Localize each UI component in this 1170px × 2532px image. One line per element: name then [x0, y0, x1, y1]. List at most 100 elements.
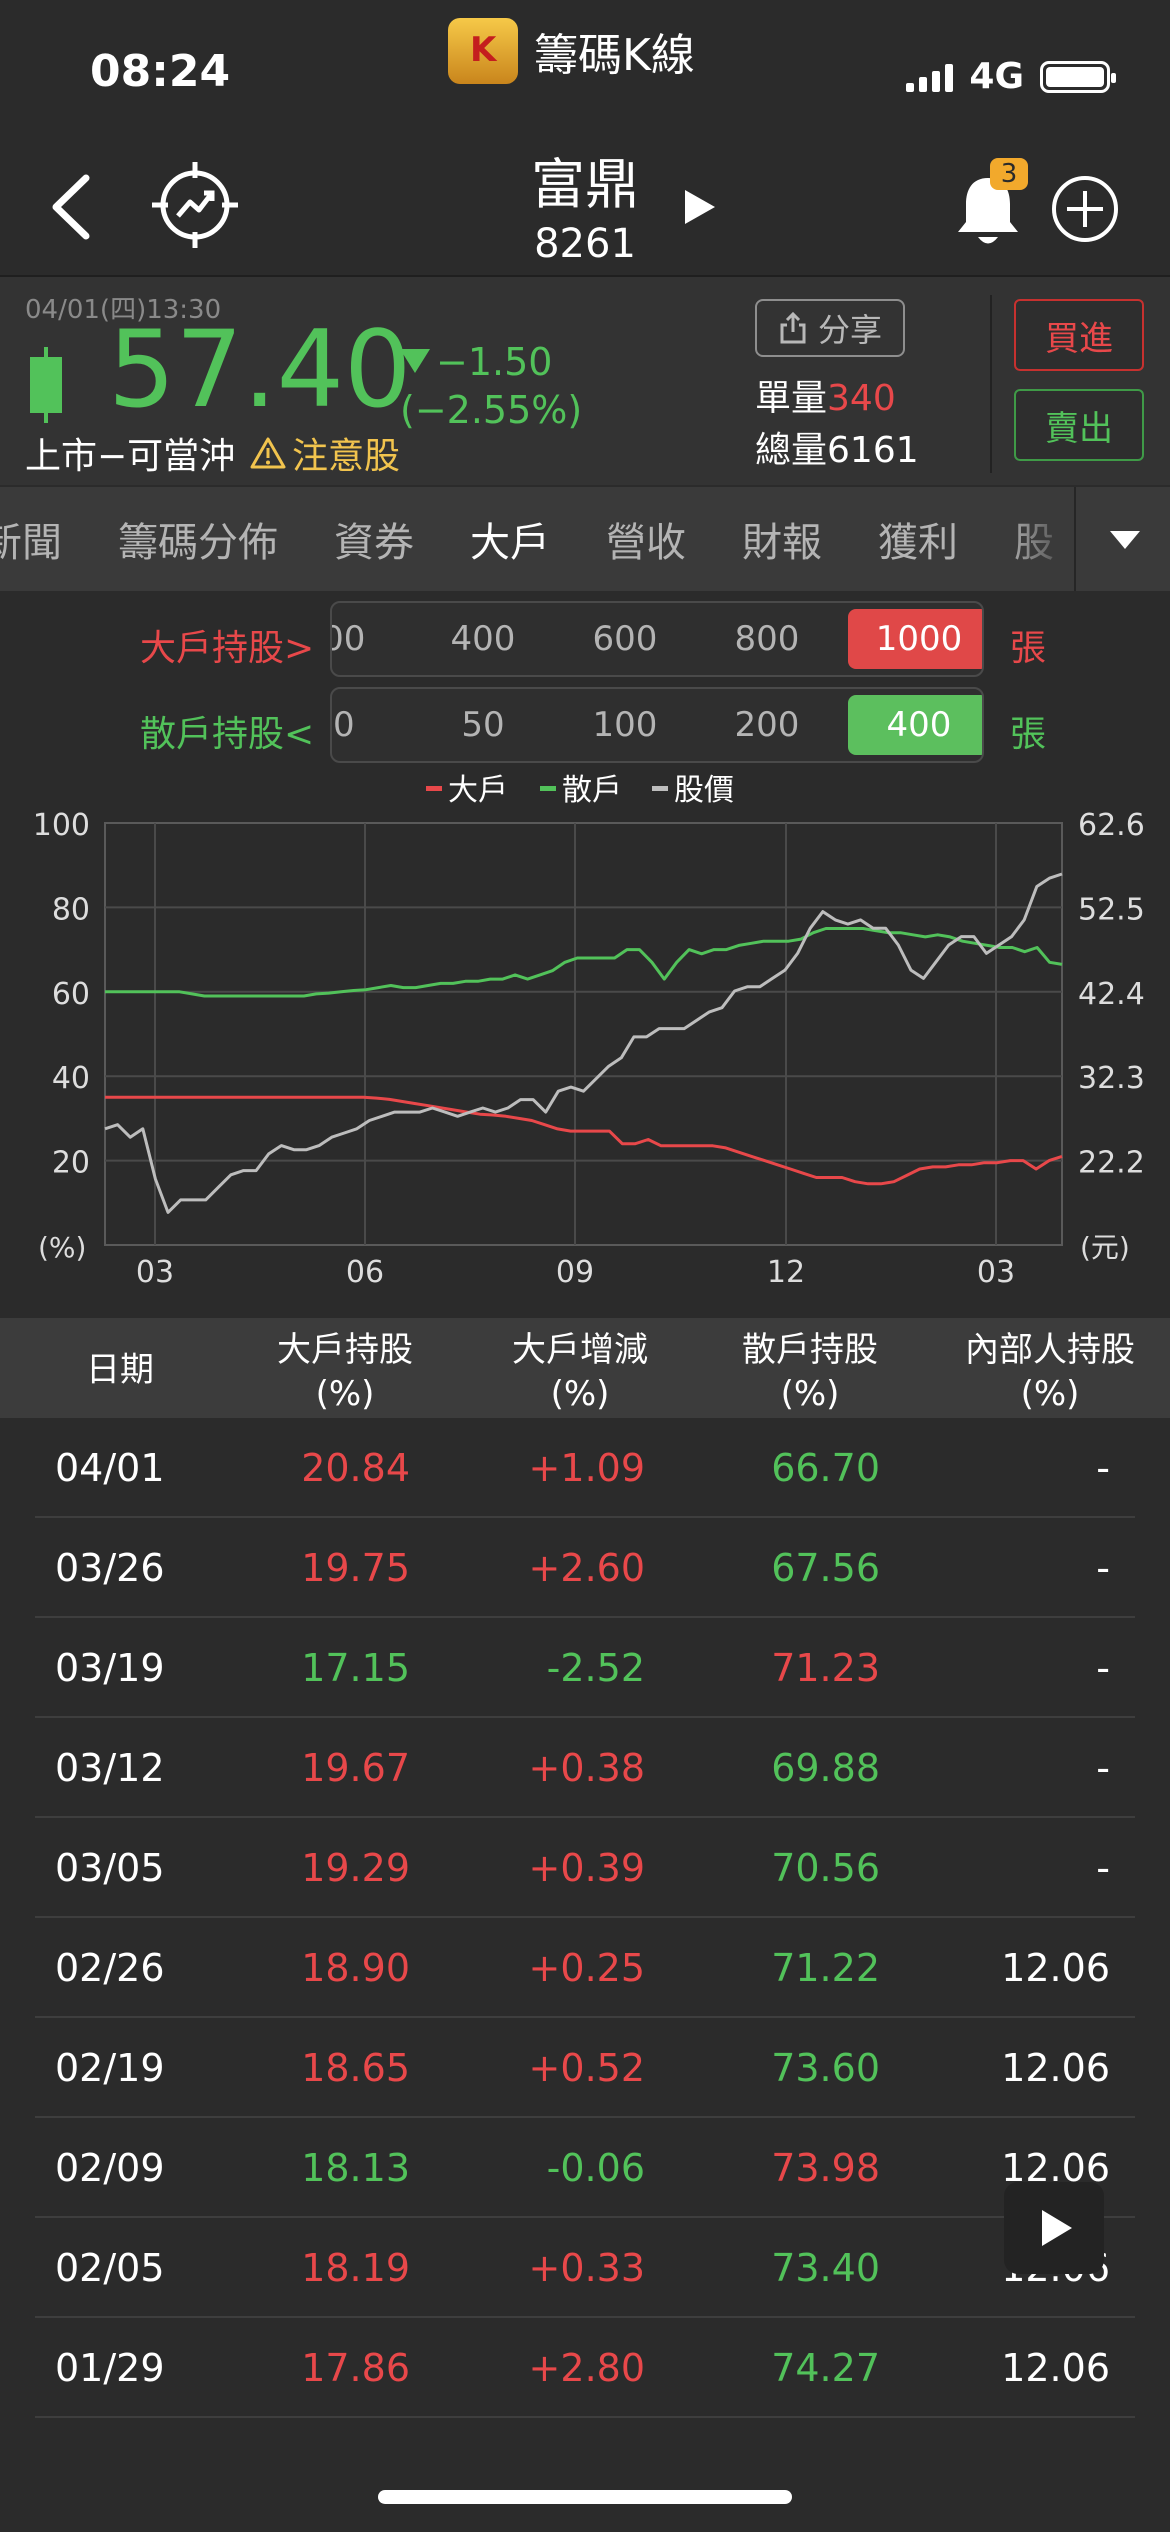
- back-icon[interactable]: [44, 172, 100, 242]
- column-header-title: 內部人持股: [965, 1330, 1135, 1370]
- buy-button[interactable]: 買進: [1014, 299, 1144, 371]
- table-row[interactable]: 03/12 19.67 +0.38 69.88 -: [0, 1718, 1170, 1818]
- cell-retail: 69.88: [771, 1746, 880, 1790]
- cell-retail: 73.60: [771, 2046, 880, 2090]
- y-left-tick-0: 100: [33, 808, 90, 843]
- total-volume-label: 總量: [755, 430, 828, 472]
- major-option-1[interactable]: 400: [450, 619, 516, 659]
- x-tick-1: 06: [346, 1255, 384, 1290]
- tab-0[interactable]: 新聞: [0, 520, 62, 566]
- home-indicator[interactable]: [378, 2490, 792, 2504]
- cell-date: 03/19: [55, 1646, 165, 1690]
- y-right-tick-1: 52.5: [1078, 892, 1145, 927]
- share-label: 分享: [817, 311, 882, 349]
- change-value: −1.50: [436, 340, 553, 384]
- status-app-name: 籌碼K線: [534, 30, 695, 81]
- quote-change: −1.50 (−2.55%): [400, 339, 582, 434]
- chart-target-icon[interactable]: [150, 160, 240, 250]
- table-row[interactable]: 04/01 20.84 +1.09 66.70 -: [0, 1418, 1170, 1518]
- cell-retail: 67.56: [771, 1546, 880, 1590]
- notification-badge: 3: [990, 158, 1028, 190]
- holder-filters: 大戶持股> 200 400 600 800 1000 張 散戶持股< 10 50 100 20…: [0, 591, 1170, 771]
- cell-change: +0.39: [528, 1846, 645, 1890]
- retail-option-2[interactable]: 100: [592, 705, 658, 745]
- major-option-4[interactable]: 1000: [848, 609, 982, 669]
- cell-retail: 70.56: [771, 1846, 880, 1890]
- y-left-tick-1: 80: [52, 892, 90, 927]
- table-row[interactable]: 03/26 19.75 +2.60 67.56 -: [0, 1518, 1170, 1618]
- cell-date: 02/05: [55, 2246, 165, 2290]
- candle-icon: [30, 347, 62, 423]
- y-left-tick-2: 60: [52, 977, 90, 1012]
- cell-change: -2.52: [546, 1646, 645, 1690]
- cell-insider: -: [1096, 1446, 1110, 1490]
- tab-6[interactable]: 獲利: [878, 520, 958, 566]
- table-row[interactable]: 02/26 18.90 +0.25 71.22 12.06: [0, 1918, 1170, 2018]
- table-row[interactable]: 03/19 17.15 -2.52 71.23 -: [0, 1618, 1170, 1718]
- tab-4[interactable]: 營收: [606, 520, 686, 566]
- column-header-0[interactable]: 日期: [40, 1348, 200, 1392]
- y-left-tick-4: 20: [52, 1146, 90, 1181]
- tab-1[interactable]: 籌碼分佈: [118, 520, 278, 566]
- retail-filter-label: 散戶持股<: [140, 714, 315, 755]
- add-icon[interactable]: [1050, 174, 1120, 244]
- column-header-unit: (%): [780, 1374, 840, 1415]
- retail-filter-row: 散戶持股< 10 50 100 200 400 張: [0, 687, 1170, 765]
- table-row[interactable]: 02/09 18.13 -0.06 73.98 12.06: [0, 2118, 1170, 2218]
- sell-button[interactable]: 賣出: [1014, 389, 1144, 461]
- quote-panel: 04/01(四)13:30 57.40 −1.50 (−2.55%) 上市−可當…: [0, 275, 1170, 485]
- column-header-4[interactable]: 內部人持股 (%): [940, 1328, 1160, 1416]
- cell-change: +1.09: [528, 1446, 645, 1490]
- retail-option-0[interactable]: 10: [332, 705, 355, 745]
- y-left-unit: (%): [38, 1231, 86, 1264]
- cell-change: +0.38: [528, 1746, 645, 1790]
- x-tick-2: 09: [556, 1255, 594, 1290]
- legend-swatch-2: [652, 786, 668, 791]
- column-header-3[interactable]: 散戶持股 (%): [710, 1328, 910, 1416]
- holdings-chart[interactable]: 100 80 60 40 20 (%) 62.6 52.5 42.4 32.3 22.2 (元) 03 0…: [0, 770, 1170, 1310]
- tabs-more-icon[interactable]: [1074, 487, 1170, 591]
- x-tick-0: 03: [136, 1255, 174, 1290]
- retail-option-3[interactable]: 200: [734, 705, 800, 745]
- column-header-unit: (%): [315, 1374, 375, 1415]
- table-row[interactable]: 03/05 19.29 +0.39 70.56 -: [0, 1818, 1170, 1918]
- stock-name: 富鼎: [531, 153, 639, 216]
- cell-date: 02/26: [55, 1946, 165, 1990]
- app-logo-icon: [448, 18, 518, 84]
- table-row[interactable]: 02/19 18.65 +0.52 73.60 12.06: [0, 2018, 1170, 2118]
- share-button[interactable]: 分享: [755, 299, 905, 357]
- cell-date: 03/12: [55, 1746, 165, 1790]
- major-option-2[interactable]: 600: [592, 619, 658, 659]
- major-option-0[interactable]: 200: [332, 619, 366, 659]
- table-row[interactable]: 01/29 17.86 +2.80 74.27 12.06: [0, 2318, 1170, 2418]
- cell-retail: 71.23: [771, 1646, 880, 1690]
- status-app-indicator: 籌碼K線: [448, 18, 695, 84]
- cell-date: 02/19: [55, 2046, 165, 2090]
- cell-insider: 12.06: [1001, 1946, 1110, 1990]
- legend-swatch-1: [540, 786, 556, 791]
- legend-label-2: 股價: [674, 773, 734, 808]
- major-option-3[interactable]: 800: [734, 619, 800, 659]
- x-tick-4: 03: [977, 1255, 1015, 1290]
- retail-filter-unit: 張: [1010, 714, 1047, 755]
- stock-title[interactable]: 富鼎 8261: [485, 140, 685, 267]
- tab-3[interactable]: 大戶: [470, 520, 550, 566]
- next-stock-icon[interactable]: [685, 190, 715, 224]
- tab-2[interactable]: 資券: [334, 520, 414, 566]
- cell-major: 19.29: [301, 1846, 410, 1890]
- retail-option-4[interactable]: 400: [848, 695, 982, 755]
- bell-icon[interactable]: [950, 170, 1026, 250]
- column-header-1[interactable]: 大戶持股 (%): [255, 1328, 435, 1416]
- retail-option-1[interactable]: 50: [461, 705, 505, 745]
- holdings-table: 04/01 20.84 +1.09 66.70 - 03/26 19.75 +2.60 67.5…: [0, 1418, 1170, 2418]
- cell-retail: 71.22: [771, 1946, 880, 1990]
- floating-play-icon[interactable]: [1004, 2182, 1104, 2274]
- quote-divider: [990, 295, 992, 473]
- cell-major: 19.75: [301, 1546, 410, 1590]
- column-header-2[interactable]: 大戶增減 (%): [480, 1328, 680, 1416]
- column-header-unit: (%): [1020, 1374, 1080, 1415]
- warning-badge[interactable]: 注意股: [250, 427, 400, 479]
- legend-label-0: 大戶: [448, 773, 508, 808]
- tab-5[interactable]: 財報: [742, 520, 822, 566]
